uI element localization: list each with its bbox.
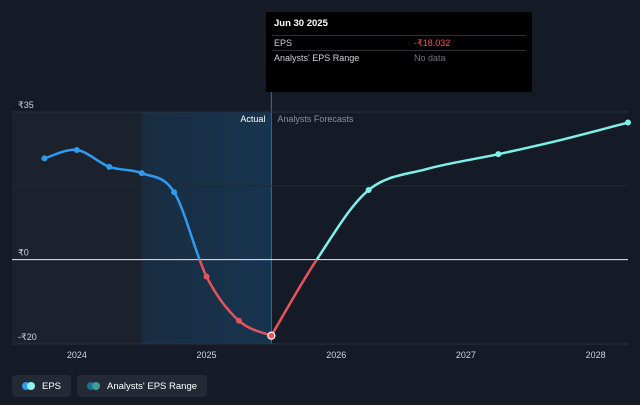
- eps-forecast-line-positive: [315, 121, 629, 260]
- tooltip-row-range: Analysts' EPS Range No data: [272, 50, 526, 65]
- legend-item-eps[interactable]: EPS: [12, 375, 72, 397]
- x-tick-label: 2026: [326, 350, 346, 360]
- legend-label-eps-range: Analysts' EPS Range: [107, 380, 198, 392]
- highlight-region-shade: [141, 112, 272, 344]
- eps-point: [203, 273, 210, 280]
- tooltip-row-eps: EPS -₹18.032: [272, 35, 526, 50]
- eps-tooltip: Jun 30 2025 EPS -₹18.032 Analysts' EPS R…: [266, 12, 532, 92]
- gridlines: [12, 111, 628, 345]
- legend-label-eps: EPS: [42, 380, 62, 392]
- eps-point: [267, 331, 276, 340]
- tooltip-range-label: Analysts' EPS Range: [274, 53, 360, 63]
- eps-range-legend-icon: [87, 382, 101, 390]
- eps-point: [235, 317, 242, 324]
- eps-point: [41, 155, 48, 162]
- eps-forecast-line-negative: [270, 259, 319, 337]
- chart-background: [12, 90, 272, 344]
- legend: EPS Analysts' EPS Range: [12, 375, 208, 397]
- eps-markers: [41, 119, 631, 340]
- x-tick-label: 2028: [586, 350, 606, 360]
- forecast-label: Analysts Forecasts: [277, 114, 354, 124]
- eps-point: [171, 189, 178, 196]
- eps-point: [365, 187, 372, 194]
- eps-point: [495, 151, 502, 158]
- tooltip-eps-label: EPS: [274, 38, 293, 48]
- eps-point: [106, 163, 113, 170]
- y-tick-label: -₹20: [18, 332, 37, 342]
- x-tick-label: 2024: [67, 350, 87, 360]
- actual-label: Actual: [240, 114, 265, 124]
- tooltip-eps-value: -₹18.032: [414, 37, 451, 48]
- eps-point: [73, 146, 80, 153]
- x-tick-label: 2027: [456, 350, 476, 360]
- tooltip-range-value: No data: [414, 53, 446, 63]
- eps-point: [138, 170, 145, 177]
- axis-labels: ₹35 ₹0 -₹20 2024 2025 2026 2027 2028 Actual Analy…: [18, 100, 606, 360]
- eps-actual-line-negative: [198, 259, 272, 337]
- eps-actual-line-positive: [44, 148, 201, 260]
- eps-point: [625, 119, 631, 126]
- eps-lines: [44, 121, 629, 337]
- legend-item-eps-range[interactable]: Analysts' EPS Range: [77, 375, 208, 397]
- x-tick-label: 2025: [197, 350, 217, 360]
- tooltip-date: Jun 30 2025: [274, 18, 328, 29]
- y-tick-label: ₹0: [18, 248, 29, 258]
- y-tick-label: ₹35: [18, 100, 34, 110]
- past-region-shade: [12, 112, 142, 344]
- eps-legend-icon: [22, 382, 36, 390]
